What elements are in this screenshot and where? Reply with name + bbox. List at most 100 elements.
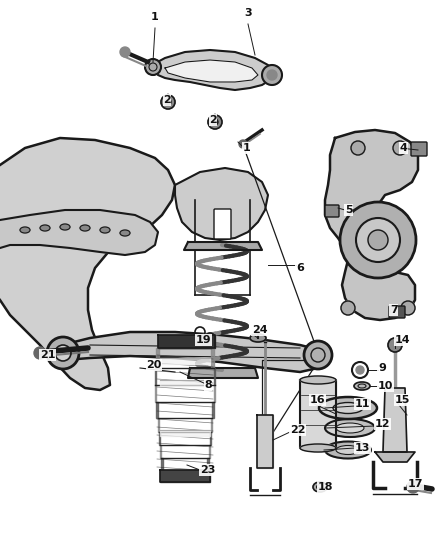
Polygon shape bbox=[165, 60, 258, 82]
Text: 8: 8 bbox=[204, 380, 212, 390]
Polygon shape bbox=[155, 385, 156, 402]
Text: 2: 2 bbox=[163, 95, 171, 105]
Text: 19: 19 bbox=[196, 335, 212, 345]
Ellipse shape bbox=[354, 382, 370, 390]
Circle shape bbox=[47, 337, 79, 369]
Polygon shape bbox=[209, 445, 210, 458]
Polygon shape bbox=[155, 368, 156, 385]
Circle shape bbox=[393, 141, 407, 155]
Polygon shape bbox=[160, 358, 210, 364]
Text: 10: 10 bbox=[378, 381, 393, 391]
Polygon shape bbox=[214, 368, 215, 385]
Text: 3: 3 bbox=[244, 8, 252, 18]
Circle shape bbox=[356, 366, 364, 374]
Polygon shape bbox=[211, 418, 212, 432]
Ellipse shape bbox=[80, 225, 90, 231]
Text: 9: 9 bbox=[378, 363, 386, 373]
Ellipse shape bbox=[325, 419, 375, 437]
Polygon shape bbox=[156, 348, 159, 368]
Polygon shape bbox=[211, 348, 214, 368]
Circle shape bbox=[341, 301, 355, 315]
Ellipse shape bbox=[336, 423, 364, 433]
Polygon shape bbox=[152, 50, 272, 90]
Polygon shape bbox=[160, 430, 210, 436]
FancyBboxPatch shape bbox=[411, 142, 427, 156]
Polygon shape bbox=[383, 388, 407, 452]
Circle shape bbox=[262, 65, 282, 85]
Polygon shape bbox=[60, 332, 322, 372]
Text: 15: 15 bbox=[395, 395, 410, 405]
Circle shape bbox=[161, 95, 175, 109]
Circle shape bbox=[356, 218, 400, 262]
FancyBboxPatch shape bbox=[325, 205, 339, 217]
Ellipse shape bbox=[336, 446, 360, 455]
Text: 17: 17 bbox=[408, 479, 424, 489]
Polygon shape bbox=[207, 458, 209, 470]
Ellipse shape bbox=[319, 397, 377, 419]
Polygon shape bbox=[156, 402, 158, 418]
Circle shape bbox=[34, 347, 46, 359]
Ellipse shape bbox=[313, 482, 327, 492]
Circle shape bbox=[401, 301, 415, 315]
Text: 7: 7 bbox=[390, 305, 398, 315]
Ellipse shape bbox=[300, 444, 336, 452]
Polygon shape bbox=[212, 402, 214, 418]
Ellipse shape bbox=[60, 224, 70, 230]
Text: 11: 11 bbox=[355, 399, 371, 409]
Circle shape bbox=[340, 202, 416, 278]
Circle shape bbox=[407, 481, 419, 493]
FancyBboxPatch shape bbox=[214, 209, 231, 239]
Circle shape bbox=[145, 59, 161, 75]
Polygon shape bbox=[210, 432, 211, 445]
Circle shape bbox=[351, 141, 365, 155]
Text: 22: 22 bbox=[290, 425, 305, 435]
Polygon shape bbox=[300, 380, 336, 448]
Polygon shape bbox=[0, 210, 158, 255]
Ellipse shape bbox=[333, 402, 363, 414]
Text: 20: 20 bbox=[146, 360, 162, 370]
Text: 13: 13 bbox=[355, 443, 371, 453]
Text: 12: 12 bbox=[375, 419, 391, 429]
Text: 23: 23 bbox=[200, 465, 215, 475]
Polygon shape bbox=[160, 445, 161, 458]
Circle shape bbox=[368, 230, 388, 250]
Ellipse shape bbox=[40, 225, 50, 231]
Circle shape bbox=[388, 338, 402, 352]
Circle shape bbox=[208, 115, 222, 129]
Polygon shape bbox=[257, 415, 273, 468]
Polygon shape bbox=[184, 242, 262, 250]
Polygon shape bbox=[160, 470, 210, 482]
Text: 21: 21 bbox=[40, 350, 56, 360]
Polygon shape bbox=[325, 130, 418, 320]
Polygon shape bbox=[214, 385, 215, 402]
Polygon shape bbox=[158, 335, 215, 348]
Polygon shape bbox=[188, 368, 258, 378]
Polygon shape bbox=[375, 452, 415, 462]
Polygon shape bbox=[161, 458, 163, 470]
FancyBboxPatch shape bbox=[389, 306, 405, 318]
Ellipse shape bbox=[100, 227, 110, 233]
Circle shape bbox=[304, 341, 332, 369]
Polygon shape bbox=[158, 418, 159, 432]
Text: 4: 4 bbox=[400, 143, 408, 153]
Text: 1: 1 bbox=[243, 143, 251, 153]
Circle shape bbox=[267, 70, 277, 80]
Polygon shape bbox=[175, 168, 268, 240]
Ellipse shape bbox=[300, 376, 336, 384]
Ellipse shape bbox=[325, 441, 371, 458]
Text: 5: 5 bbox=[345, 205, 353, 215]
Polygon shape bbox=[159, 432, 160, 445]
Circle shape bbox=[165, 99, 171, 105]
Circle shape bbox=[120, 47, 130, 57]
Circle shape bbox=[239, 140, 247, 148]
Text: 16: 16 bbox=[310, 395, 325, 405]
Text: 2: 2 bbox=[209, 115, 217, 125]
Text: 18: 18 bbox=[318, 482, 333, 492]
Text: 1: 1 bbox=[151, 12, 159, 22]
Polygon shape bbox=[0, 138, 175, 390]
Ellipse shape bbox=[250, 334, 266, 342]
Polygon shape bbox=[160, 380, 210, 386]
Text: 6: 6 bbox=[296, 263, 304, 273]
Circle shape bbox=[55, 345, 71, 361]
Circle shape bbox=[212, 119, 218, 125]
